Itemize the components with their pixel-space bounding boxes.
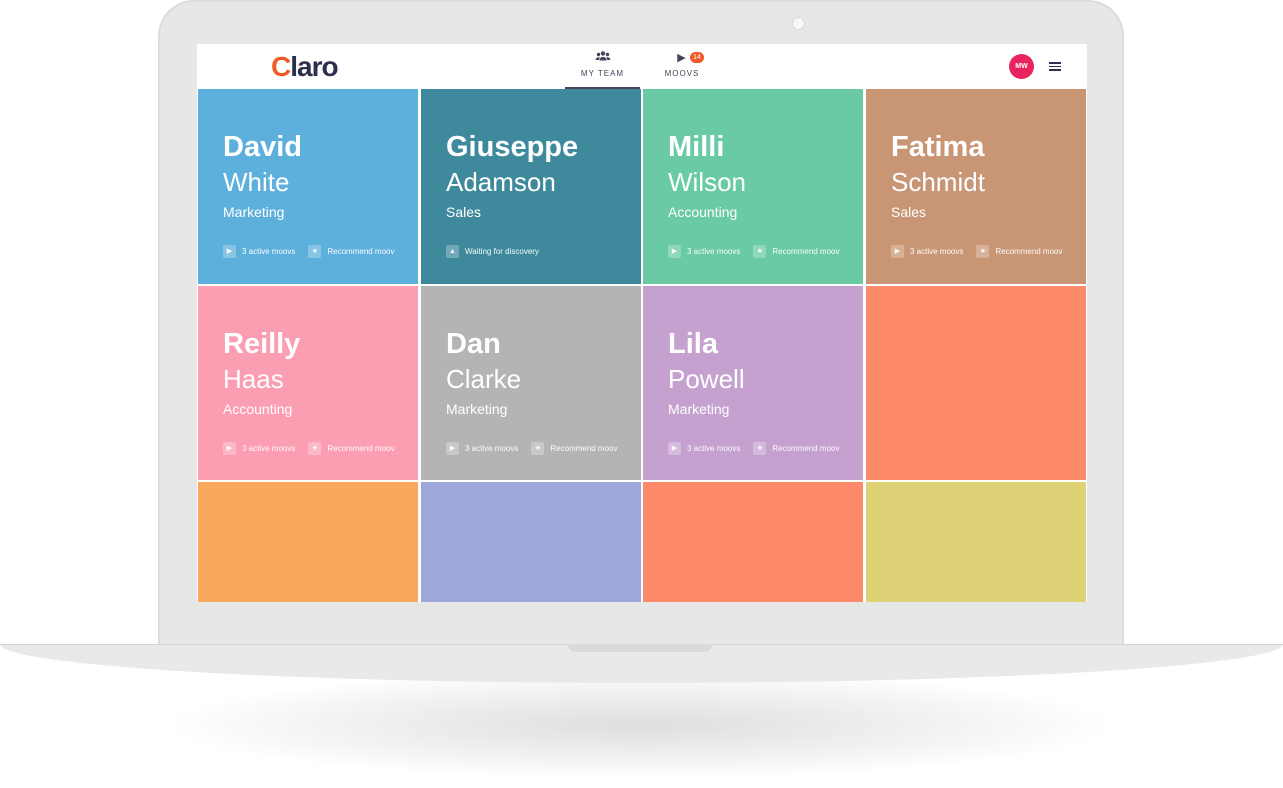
empty-member-card[interactable] <box>643 482 863 602</box>
play-icon: ▶ <box>446 442 459 455</box>
member-last-name: Schmidt <box>891 167 985 197</box>
member-last-name: Wilson <box>668 167 747 197</box>
action-label: Recommend moov <box>772 444 840 453</box>
action-label: Recommend moov <box>327 444 395 453</box>
member-card[interactable]: Dan Clarke Marketing ▶ 3 active moovs ★ Recomm… <box>421 286 641 480</box>
member-actions: ▶ 3 active moovs ★ Recommend moov <box>668 245 853 258</box>
play-icon: ▶ <box>891 245 904 258</box>
member-department: Sales <box>446 204 482 220</box>
star-icon: ★ <box>308 442 322 455</box>
member-card[interactable]: Fatima Schmidt Sales ▶ 3 active moovs ★ Recomm… <box>866 89 1086 284</box>
active-moovs-link[interactable]: ▶ 3 active moovs <box>668 442 740 455</box>
laptop-shadow <box>160 670 1120 780</box>
play-icon: ▶ <box>223 245 236 258</box>
action-label: 3 active moovs <box>242 444 296 453</box>
member-last-name: Powell <box>668 364 745 394</box>
star-icon: ★ <box>753 442 767 455</box>
claro-logo[interactable]: Claro <box>271 51 339 82</box>
action-label: 3 active moovs <box>910 247 964 256</box>
tab-my-team[interactable]: MY TEAM <box>565 50 640 89</box>
member-card[interactable]: Reilly Haas Accounting ▶ 3 active moovs ★ Reco… <box>198 286 418 480</box>
member-department: Marketing <box>668 401 730 417</box>
discovery-status[interactable]: ▲ Waiting for discovery <box>446 245 539 258</box>
member-actions: ▶ 3 active moovs ★ Recommend moov <box>446 442 631 455</box>
member-actions: ▶ 3 active moovs ★ Recommend moov <box>668 442 853 455</box>
play-icon: ▶ <box>668 442 681 455</box>
member-actions: ▶ 3 active moovs ★ Recommend moov <box>223 442 408 455</box>
recommend-moov-button[interactable]: ★ Recommend moov <box>753 245 840 258</box>
action-label: 3 active moovs <box>242 247 296 256</box>
member-first-name: Reilly <box>223 328 301 360</box>
member-department: Marketing <box>223 204 285 220</box>
play-icon: ▶ <box>677 52 687 64</box>
member-card[interactable]: Lila Powell Marketing ▶ 3 active moovs ★ Recom… <box>643 286 863 480</box>
member-last-name: Adamson <box>446 167 556 197</box>
moovs-count-badge: 14 <box>690 52 704 63</box>
action-label: Recommend moov <box>327 247 395 256</box>
active-moovs-link[interactable]: ▶ 3 active moovs <box>446 442 518 455</box>
active-moovs-link[interactable]: ▶ 3 active moovs <box>668 245 740 258</box>
recommend-moov-button[interactable]: ★ Recommend moov <box>753 442 840 455</box>
warning-icon: ▲ <box>446 245 459 258</box>
star-icon: ★ <box>531 442 545 455</box>
empty-member-card[interactable] <box>866 286 1086 480</box>
active-moovs-link[interactable]: ▶ 3 active moovs <box>891 245 963 258</box>
member-actions: ▶ 3 active moovs ★ Recommend moov <box>891 245 1076 258</box>
play-icon: ▶ <box>668 245 681 258</box>
action-label: Recommend moov <box>550 444 618 453</box>
empty-member-card[interactable] <box>866 482 1086 602</box>
tab-moovs[interactable]: ▶ 14 MOOVS <box>652 50 712 87</box>
member-first-name: Dan <box>446 328 501 360</box>
active-moovs-link[interactable]: ▶ 3 active moovs <box>223 442 295 455</box>
recommend-moov-button[interactable]: ★ Recommend moov <box>976 245 1063 258</box>
action-label: 3 active moovs <box>687 247 741 256</box>
action-label: Waiting for discovery <box>465 247 539 256</box>
star-icon: ★ <box>308 245 322 258</box>
hamburger-menu-icon[interactable] <box>1049 62 1061 71</box>
member-first-name: Milli <box>668 131 725 163</box>
action-label: 3 active moovs <box>687 444 741 453</box>
member-actions: ▲ Waiting for discovery <box>446 245 552 258</box>
member-first-name: David <box>223 131 302 163</box>
action-label: Recommend moov <box>772 247 840 256</box>
action-label: 3 active moovs <box>465 444 519 453</box>
star-icon: ★ <box>753 245 767 258</box>
team-icon <box>565 50 640 66</box>
member-card[interactable]: Giuseppe Adamson Sales ▲ Waiting for discove… <box>421 89 641 284</box>
active-moovs-link[interactable]: ▶ 3 active moovs <box>223 245 295 258</box>
member-last-name: White <box>223 167 290 197</box>
action-label: Recommend moov <box>995 247 1063 256</box>
user-avatar[interactable]: MW <box>1009 54 1034 79</box>
member-first-name: Lila <box>668 328 718 360</box>
recommend-moov-button[interactable]: ★ Recommend moov <box>308 245 395 258</box>
member-last-name: Haas <box>223 364 284 394</box>
member-actions: ▶ 3 active moovs ★ Recommend moov <box>223 245 408 258</box>
member-last-name: Clarke <box>446 364 522 394</box>
top-navigation-bar: Claro MY TEAM ▶ 14 MOOVS MW <box>197 44 1087 89</box>
play-icon: ▶ <box>223 442 236 455</box>
camera-icon <box>792 17 805 30</box>
member-department: Accounting <box>668 204 738 220</box>
member-first-name: Fatima <box>891 131 985 163</box>
empty-member-card[interactable] <box>198 482 418 602</box>
member-department: Marketing <box>446 401 508 417</box>
laptop-notch <box>568 644 712 652</box>
member-first-name: Giuseppe <box>446 131 579 163</box>
team-grid: David White Marketing ▶ 3 active moovs ★ Recom… <box>197 89 1087 602</box>
empty-member-card[interactable] <box>421 482 641 602</box>
member-department: Sales <box>891 204 927 220</box>
app-screen: Claro MY TEAM ▶ 14 MOOVS MW David White Ma… <box>197 44 1087 602</box>
member-department: Accounting <box>223 401 293 417</box>
star-icon: ★ <box>976 245 990 258</box>
recommend-moov-button[interactable]: ★ Recommend moov <box>308 442 395 455</box>
member-card[interactable]: Milli Wilson Accounting ▶ 3 active moovs ★ Rec… <box>643 89 863 284</box>
member-card[interactable]: David White Marketing ▶ 3 active moovs ★ Recom… <box>198 89 418 284</box>
recommend-moov-button[interactable]: ★ Recommend moov <box>531 442 618 455</box>
